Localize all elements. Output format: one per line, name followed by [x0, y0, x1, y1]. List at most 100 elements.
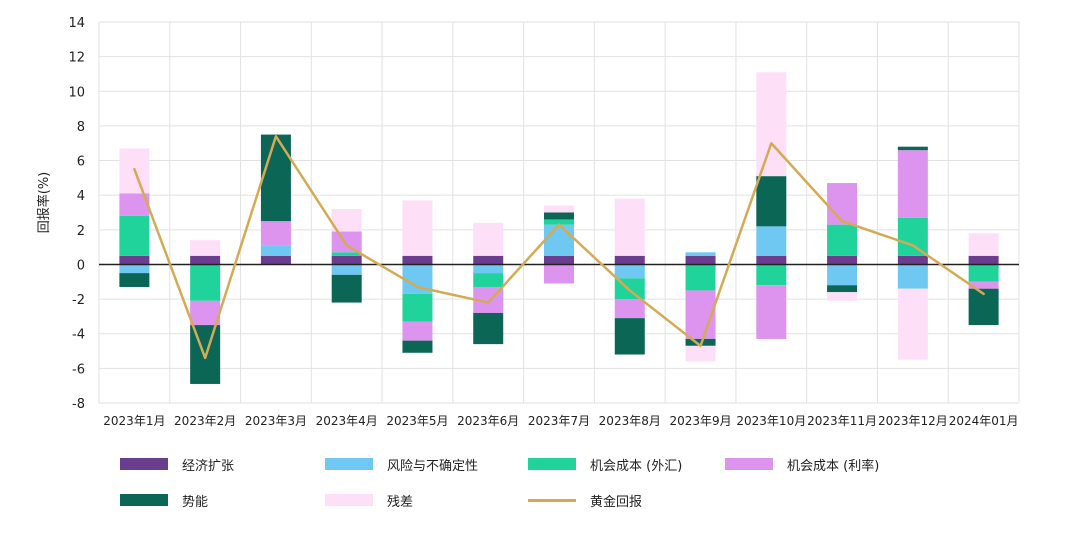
- legend-label: 机会成本 (外汇): [590, 458, 683, 474]
- bar-segment: [685, 264, 716, 291]
- bar-segment: [685, 252, 716, 256]
- bar-segment: [756, 176, 787, 227]
- bar-segment: [897, 146, 928, 151]
- bar-segment: [544, 224, 574, 256]
- legend-label: 残差: [387, 494, 414, 510]
- bar-segment: [968, 264, 999, 282]
- bar-segment: [897, 264, 928, 289]
- bar-segment: [260, 255, 291, 265]
- bar-segment: [968, 233, 999, 256]
- x-tick-label: 2023年7月: [528, 414, 590, 428]
- y-tick-label: 10: [68, 85, 85, 100]
- bar-segment: [119, 273, 150, 287]
- legend-label: 势能: [182, 494, 209, 510]
- bar-segment: [473, 222, 504, 256]
- bar-segment: [827, 255, 858, 265]
- bar-segment: [190, 240, 221, 256]
- bar-segment: [827, 264, 858, 286]
- bar-segment: [190, 255, 221, 265]
- bar-segment: [968, 255, 999, 265]
- bar-segment: [260, 221, 291, 246]
- legend-color-swatch: [325, 494, 373, 506]
- bar-segment: [827, 292, 858, 301]
- y-tick-label: -4: [72, 328, 85, 343]
- bar-segment: [756, 255, 787, 265]
- bar-segment: [685, 345, 716, 362]
- bar-segment: [331, 252, 362, 256]
- y-tick-label: 8: [77, 120, 85, 135]
- bar-segment: [331, 255, 362, 265]
- x-tick-label: 2023年3月: [245, 414, 307, 428]
- y-tick-label: 6: [77, 155, 85, 170]
- x-tick-label: 2023年12月: [878, 414, 948, 428]
- bar-segment: [260, 245, 291, 256]
- x-tick-label: 2023年1月: [103, 414, 165, 428]
- bar-segment: [331, 264, 362, 275]
- legend-item: 机会成本 (利率): [725, 452, 879, 476]
- stacked-bar-chart: -8 -6 -4 -2 0 2 4 6 8 10 12 14 回报率(%) 2023年1月 2023年2月 2…: [36, 16, 1020, 428]
- bar-segment: [119, 215, 150, 256]
- bar-segment: [473, 312, 504, 345]
- legend-color-swatch: [120, 494, 168, 506]
- bar-segment: [331, 209, 362, 232]
- bar-segment: [756, 264, 787, 286]
- bar-segment: [331, 274, 362, 303]
- legend-item: 势能: [120, 488, 208, 512]
- bar-segment: [756, 285, 787, 339]
- legend-color-swatch: [120, 458, 168, 470]
- bar-segment: [544, 212, 574, 220]
- bar-segment: [544, 255, 574, 265]
- legend-color-swatch: [528, 458, 576, 470]
- bar-segment: [473, 273, 504, 287]
- x-tick-label: 2024年01月: [949, 414, 1019, 428]
- legend-item: 风险与不确定性: [325, 452, 478, 476]
- chart-legend: 经济扩张 风险与不确定性 机会成本 (外汇) 机会成本 (利率) 势能 残差 黄金回报: [120, 452, 1020, 532]
- bar-segment: [544, 205, 574, 213]
- bar-segment: [402, 200, 433, 256]
- bar-segment: [614, 264, 645, 279]
- y-axis-label: 回报率(%): [36, 172, 52, 234]
- bar-segment: [190, 264, 221, 301]
- bar-segment: [473, 255, 504, 265]
- bar-segment: [260, 134, 291, 222]
- bar-segment: [190, 300, 221, 326]
- x-tick-label: 2023年4月: [316, 414, 378, 428]
- bar-segment: [119, 264, 150, 274]
- bar-segment: [756, 226, 787, 256]
- bar-segment: [402, 293, 433, 322]
- legend-label: 黄金回报: [590, 494, 643, 510]
- chart-area: -8 -6 -4 -2 0 2 4 6 8 10 12 14 回报率(%) 2023年1月 2023年2月 2…: [36, 16, 1020, 428]
- legend-item: 黄金回报: [528, 488, 642, 512]
- gold-return-line: [133, 135, 985, 360]
- x-tick-label: 2023年2月: [174, 414, 236, 428]
- legend-color-swatch: [725, 458, 773, 470]
- legend-label: 机会成本 (利率): [787, 458, 880, 474]
- bar-segment: [968, 281, 999, 289]
- y-tick-label: -2: [72, 293, 85, 308]
- bar-segment: [827, 224, 858, 256]
- y-tick-label: 14: [68, 16, 85, 31]
- bar-segment: [614, 299, 645, 319]
- bar-segment: [544, 219, 574, 225]
- bar-segment: [614, 255, 645, 265]
- x-tick-label: 2023年5月: [386, 414, 448, 428]
- x-tick-label: 2023年8月: [599, 414, 661, 428]
- legend-label: 经济扩张: [182, 458, 235, 474]
- bar-segment: [331, 231, 362, 253]
- x-tick-label: 2023年6月: [457, 414, 519, 428]
- y-tick-label: 0: [77, 258, 85, 273]
- legend-color-swatch: [325, 458, 373, 470]
- bar-segment: [614, 318, 645, 355]
- legend-label: 风险与不确定性: [387, 458, 479, 474]
- x-tick-label: 2023年11月: [807, 414, 877, 428]
- bar-segment: [756, 72, 787, 177]
- legend-line-swatch: [528, 498, 576, 502]
- y-tick-label: -6: [72, 362, 85, 377]
- bar-segment: [827, 285, 858, 293]
- bar-segment: [897, 150, 928, 218]
- y-tick-label: 2: [77, 224, 85, 239]
- bar-segment: [685, 255, 716, 265]
- bar-segment: [119, 193, 150, 216]
- bar-segment: [544, 264, 574, 284]
- bar-segment: [402, 255, 433, 265]
